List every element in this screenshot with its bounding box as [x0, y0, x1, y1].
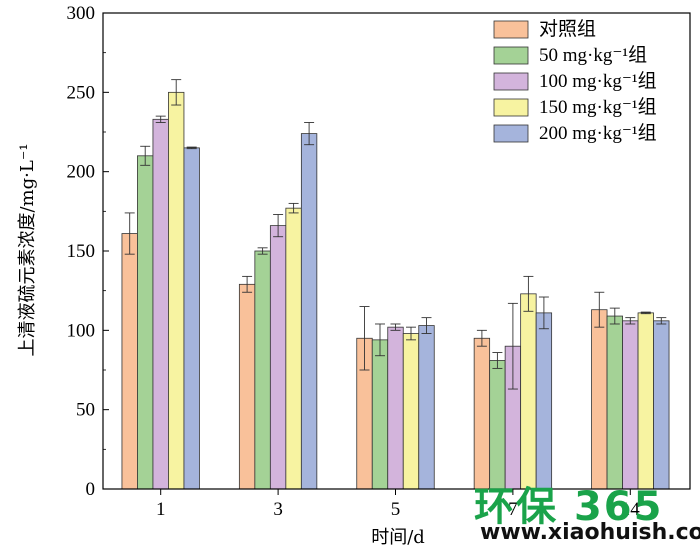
y-tick-label-100: 100 [67, 320, 96, 341]
error-bar-2-14 [609, 307, 620, 325]
bar-2-7 [489, 360, 506, 490]
watermark-number: 365 [573, 484, 664, 530]
x-axis-title: 时间/d [371, 527, 425, 548]
error-bar-4-1 [171, 79, 182, 106]
legend-swatch-2 [493, 46, 529, 65]
bar-2-1 [137, 155, 154, 490]
error-bar-3-3 [273, 214, 284, 238]
bar-2-3 [254, 250, 271, 490]
x-tick-label-1: 1 [156, 499, 166, 520]
bars [121, 79, 670, 490]
legend-label-3: 100 mg·kg⁻¹组 [539, 70, 657, 92]
error-bar-2-5 [375, 323, 385, 357]
bar-3-5 [387, 326, 404, 490]
x-tick-label-7: 7 [508, 499, 518, 520]
legend-swatch-1 [493, 20, 529, 39]
x-tick-label-5: 5 [391, 499, 401, 520]
error-bar-4-3 [288, 202, 299, 214]
bar-5-3 [300, 133, 318, 490]
error-bar-1-14 [594, 291, 605, 328]
legend: 对照组 50 mg·kg⁻¹组 100 mg·kg⁻¹组 150 mg·kg⁻¹组 20… [493, 18, 657, 144]
legend-swatch-5 [493, 124, 529, 143]
error-bar-4-7 [523, 275, 534, 312]
y-tick-label-0: 0 [86, 479, 96, 500]
bar-1-7 [473, 337, 491, 490]
legend-label-5: 200 mg·kg⁻¹组 [539, 122, 657, 144]
error-bar-1-7 [476, 329, 487, 347]
error-bar-4-14 [640, 311, 651, 315]
error-bar-1-3 [242, 275, 253, 293]
watermark-brand: 环保 [474, 484, 558, 530]
bar-2-14 [606, 315, 623, 490]
bar-5-1 [183, 147, 200, 490]
error-bar-5-3 [304, 122, 315, 146]
error-bar-5-5 [421, 317, 432, 334]
error-bar-3-1 [155, 115, 166, 123]
error-bar-1-5 [359, 306, 370, 371]
error-bar-1-1 [124, 212, 135, 255]
x-tick-label-3: 3 [273, 499, 283, 520]
y-tick-label-50: 50 [76, 400, 95, 421]
axes: 1 3 5 7 14 0 50 100 150 200 250 300 [67, 3, 691, 520]
bar-1-1 [121, 233, 138, 490]
bar-5-14 [653, 320, 670, 490]
bar-5-5 [418, 325, 435, 490]
error-bar-3-7 [507, 302, 518, 390]
bar-4-3 [285, 207, 302, 490]
bar-4-5 [402, 333, 420, 490]
bar-1-3 [238, 283, 256, 490]
y-axis-title: 上清液硫元素浓度/mg·L⁻¹ [17, 143, 38, 356]
watermark-url: www.xiaohuish.com [480, 520, 700, 545]
bar-3-3 [269, 225, 287, 490]
bar-4-14 [637, 312, 654, 490]
legend-label-1: 对照组 [539, 18, 596, 40]
legend-swatch-3 [493, 72, 529, 91]
watermark-logo: 环保 365 www.xiaohuish.com [468, 472, 700, 551]
y-tick-label-200: 200 [67, 162, 96, 183]
error-bar-2-3 [257, 247, 268, 255]
error-bar-3-5 [390, 323, 401, 331]
bar-2-5 [371, 339, 389, 490]
bar-3-1 [152, 118, 169, 490]
bar-5-7 [535, 312, 553, 490]
bar-4-7 [520, 293, 537, 490]
y-tick-label-300: 300 [67, 3, 96, 24]
y-tick-label-150: 150 [67, 241, 96, 262]
error-bar-5-14 [656, 317, 667, 325]
y-tick-label-250: 250 [67, 82, 96, 103]
error-bar-4-5 [406, 326, 416, 341]
error-bar-3-14 [625, 317, 636, 325]
legend-swatch-4 [493, 98, 529, 117]
bar-1-14 [591, 309, 608, 490]
error-bar-2-1 [140, 145, 151, 166]
bar-4-1 [168, 91, 185, 490]
legend-label-4: 150 mg·kg⁻¹组 [539, 96, 657, 118]
error-bar-5-7 [538, 296, 549, 330]
error-bar-5-1 [186, 146, 197, 150]
legend-label-2: 50 mg·kg⁻¹组 [539, 44, 647, 66]
x-tick-label-14: 14 [621, 499, 641, 520]
bar-3-14 [622, 320, 639, 490]
error-bar-2-7 [492, 352, 503, 369]
